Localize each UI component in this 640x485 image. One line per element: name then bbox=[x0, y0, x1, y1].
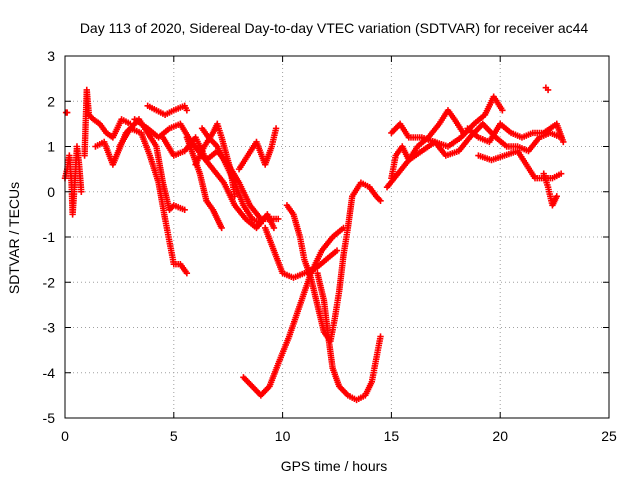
x-axis-label: GPS time / hours bbox=[281, 458, 388, 474]
x-tick-label: 25 bbox=[601, 428, 617, 444]
series-track-12 bbox=[236, 125, 279, 172]
series-track-21 bbox=[475, 148, 564, 182]
y-tick-label: 3 bbox=[47, 48, 55, 64]
y-tick-label: -4 bbox=[43, 365, 56, 381]
series-track-13 bbox=[284, 180, 384, 345]
x-tick-label: 0 bbox=[61, 428, 69, 444]
x-tick-label: 20 bbox=[492, 428, 508, 444]
y-tick-label: 2 bbox=[47, 93, 55, 109]
series-track-2 bbox=[63, 109, 70, 115]
y-tick-label: -2 bbox=[43, 274, 56, 290]
x-tick-label: 10 bbox=[275, 428, 291, 444]
x-tick-label: 15 bbox=[384, 428, 400, 444]
series-track-23 bbox=[543, 84, 552, 93]
y-tick-label: -5 bbox=[43, 410, 56, 426]
chart-title: Day 113 of 2020, Sidereal Day-to-day VTE… bbox=[80, 20, 589, 36]
y-tick-label: -3 bbox=[43, 320, 56, 336]
chart-svg: Day 113 of 2020, Sidereal Day-to-day VTE… bbox=[0, 0, 640, 480]
sdtvar-chart: Day 113 of 2020, Sidereal Day-to-day VTE… bbox=[0, 0, 640, 480]
series-track-5 bbox=[116, 125, 190, 276]
y-axis-label: SDTVAR / TECUs bbox=[6, 182, 22, 294]
series-track-11 bbox=[192, 121, 238, 200]
series-track-6 bbox=[144, 103, 190, 118]
data-points bbox=[62, 84, 567, 403]
y-tick-label: 0 bbox=[47, 184, 55, 200]
y-tick-label: 1 bbox=[47, 139, 55, 155]
x-tick-label: 5 bbox=[170, 428, 178, 444]
axes: 0 5 10 15 20 25 -5 -4 -3 -2 -1 0 1 2 3 bbox=[43, 48, 617, 444]
y-tick-label: -1 bbox=[43, 229, 56, 245]
